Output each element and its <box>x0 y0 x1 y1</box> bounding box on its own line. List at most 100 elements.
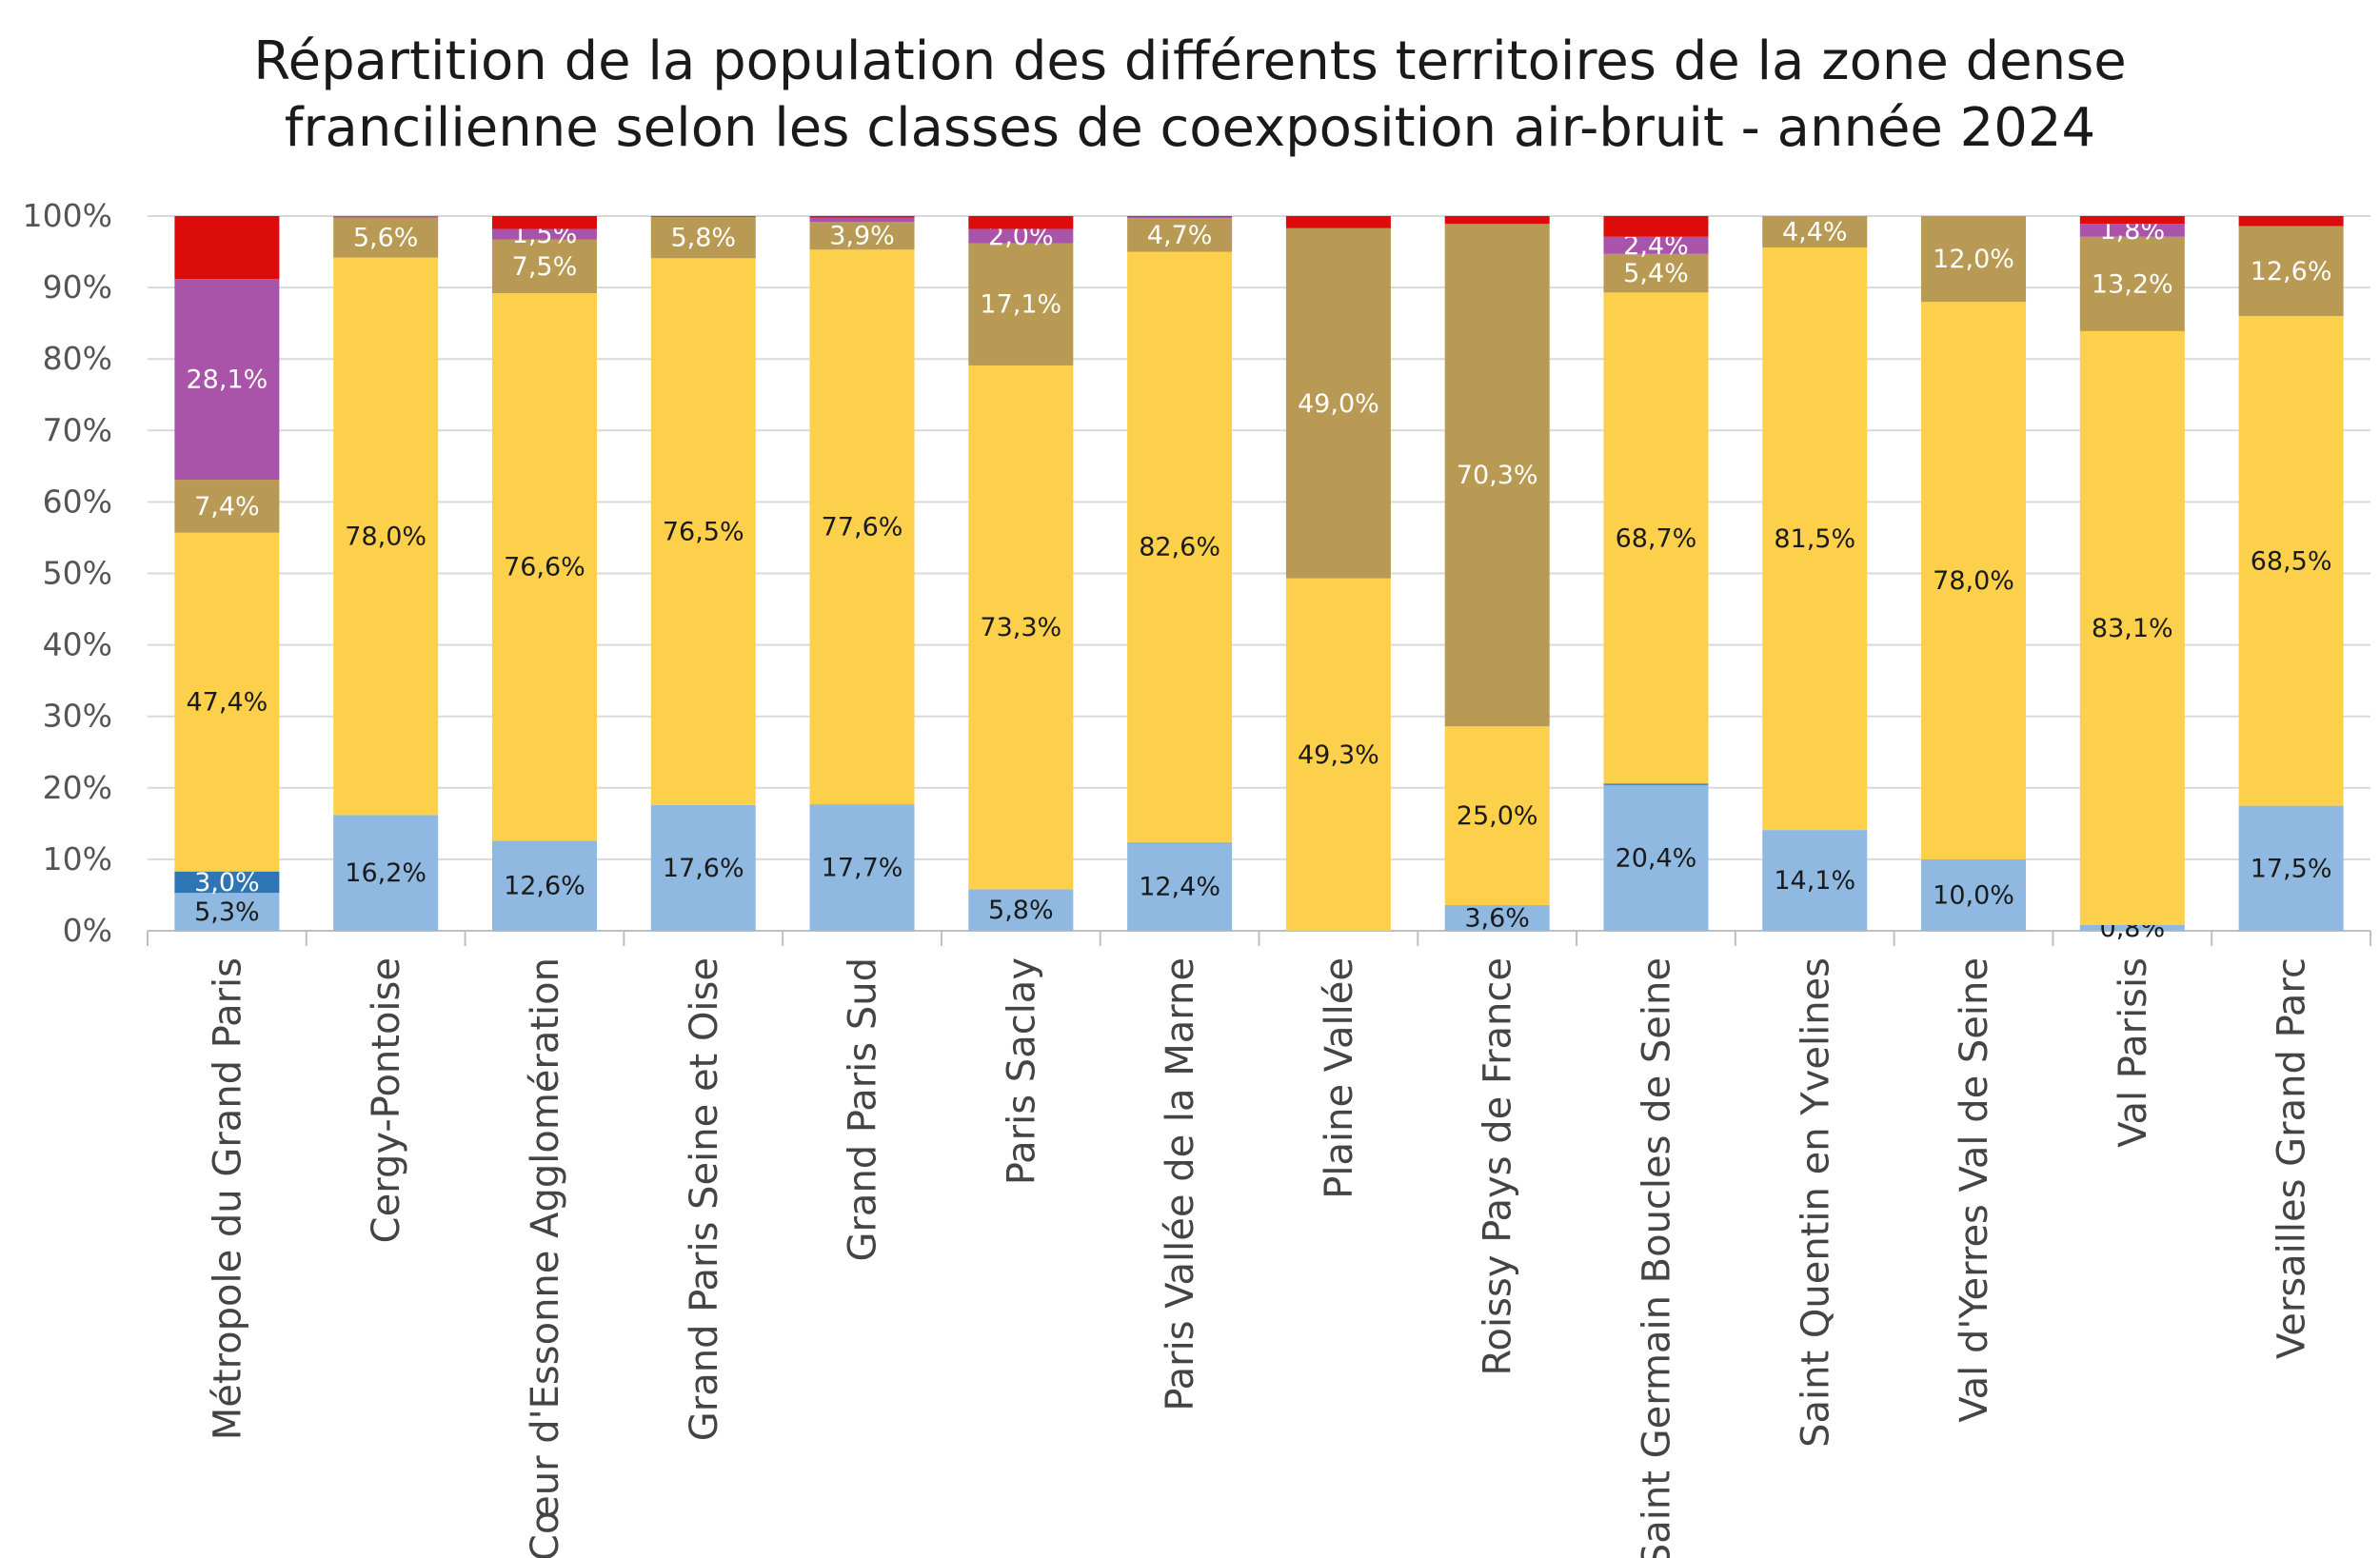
bar-segment <box>2238 226 2344 317</box>
bar-segment <box>1921 216 2027 303</box>
data-label: 12,4% <box>1139 872 1220 901</box>
data-label: 5,3% <box>194 897 260 927</box>
data-label: 17,6% <box>663 854 744 883</box>
bar-segment <box>1603 216 1709 237</box>
bar-segment <box>650 216 756 217</box>
bar-segment <box>650 216 756 259</box>
bar-segment <box>1921 858 2027 931</box>
bar-segment <box>968 243 1074 365</box>
data-label: 12,6% <box>504 872 585 901</box>
y-tick-label: 10% <box>43 840 112 878</box>
category-label: Cœur d'Essonne Agglomération <box>524 957 567 1558</box>
bar-segment <box>174 480 280 533</box>
bar-segment <box>2238 805 2344 931</box>
bar-segment <box>650 804 756 931</box>
category-label: Grand Paris Sud <box>842 957 885 1262</box>
bar-segment <box>1285 227 1391 579</box>
bar-segment <box>1444 904 1550 931</box>
bar-segment <box>968 889 1074 931</box>
bar-segment <box>174 216 280 280</box>
bar-segment <box>491 228 597 240</box>
data-label: 81,5% <box>1774 524 1855 554</box>
category-label: Paris Vallée de la Marne <box>1159 957 1202 1411</box>
chart-title-line-1: Répartition de la population des différe… <box>253 30 2127 92</box>
data-label: 5,4% <box>1623 259 1689 288</box>
data-label: 47,4% <box>187 688 268 718</box>
bar-segment <box>1921 302 2027 859</box>
category-label: Val d'Yerres Val de Seine <box>1953 957 1996 1423</box>
category-label: Val Parisis <box>2112 957 2155 1148</box>
bar-segment <box>491 293 597 841</box>
data-label: 82,6% <box>1139 533 1220 562</box>
category-label: Roissy Pays de France <box>1477 957 1520 1375</box>
category-label: Versailles Grand Parc <box>2271 957 2314 1359</box>
data-label: 5,8% <box>670 224 736 253</box>
data-label: 76,5% <box>663 518 744 547</box>
data-label: 5,6% <box>353 224 419 253</box>
bar-segment <box>1762 830 1868 931</box>
bar-segment <box>1603 784 1709 931</box>
bar-segment <box>174 893 280 931</box>
category-label: Grand Paris Seine et Oise <box>683 957 726 1441</box>
bar-segment <box>1444 224 1550 727</box>
data-label: 20,4% <box>1616 843 1697 873</box>
data-label: 12,0% <box>1933 245 2014 274</box>
bar-segment <box>2238 316 2344 806</box>
data-label: 77,6% <box>822 513 903 542</box>
bar-segment <box>1444 726 1550 905</box>
bar-segment <box>1127 216 1233 219</box>
data-label: 12,6% <box>2251 257 2332 286</box>
data-label: 68,5% <box>2251 546 2332 576</box>
bar-segment <box>968 365 1074 890</box>
category-label: Saint Germain Boucles de Seine <box>1635 957 1678 1558</box>
bar-segment <box>1127 251 1233 842</box>
bar-segment <box>1603 253 1709 293</box>
bar-segment <box>1127 841 1233 931</box>
bar-segment <box>968 216 1074 229</box>
data-label: 49,0% <box>1298 389 1379 419</box>
data-label: 17,7% <box>822 854 903 883</box>
y-tick-label: 40% <box>43 626 112 663</box>
bar-segment <box>1603 783 1709 785</box>
bar-segment <box>174 279 280 481</box>
data-label: 28,1% <box>187 365 268 395</box>
bar-segment <box>333 216 439 218</box>
data-label: 4,7% <box>1147 221 1213 250</box>
data-label: 78,0% <box>1933 566 2014 596</box>
bar-segment <box>2079 924 2185 931</box>
bar-segment <box>1762 247 1868 831</box>
bar-segment <box>809 216 915 218</box>
data-label: 3,6% <box>1464 903 1530 933</box>
chart-title-line-2: francilienne selon les classes de coexpo… <box>284 97 2096 159</box>
bar-segment <box>968 228 1074 244</box>
y-tick-label: 100% <box>23 197 112 234</box>
y-tick-label: 50% <box>43 555 112 592</box>
data-label: 10,0% <box>1933 880 2014 910</box>
bar-segment <box>1603 292 1709 784</box>
data-label: 25,0% <box>1457 801 1538 831</box>
y-tick-label: 70% <box>43 411 112 448</box>
data-label: 7,5% <box>512 252 578 282</box>
bar-segment <box>809 804 915 931</box>
bar-segment <box>1285 216 1391 228</box>
chart-title: Répartition de la population des différe… <box>0 29 2380 162</box>
bar-segment <box>1127 218 1233 252</box>
data-label: 4,4% <box>1782 218 1848 247</box>
bar-segment <box>1444 216 1550 225</box>
bar-segment <box>650 258 756 805</box>
y-tick-label: 60% <box>43 483 112 520</box>
category-label: Cergy-Pontoise <box>365 957 408 1243</box>
bar-segment <box>809 222 915 250</box>
data-label: 3,0% <box>194 868 260 897</box>
data-label: 78,0% <box>345 522 426 551</box>
bar-segment <box>491 840 597 931</box>
bar-segment <box>809 217 915 223</box>
bar-segment <box>1285 578 1391 931</box>
bar-segment <box>333 815 439 931</box>
bar-segment <box>2079 330 2185 925</box>
data-label: 83,1% <box>2092 614 2173 643</box>
data-label: 73,3% <box>980 613 1061 642</box>
y-tick-label: 0% <box>63 912 112 949</box>
